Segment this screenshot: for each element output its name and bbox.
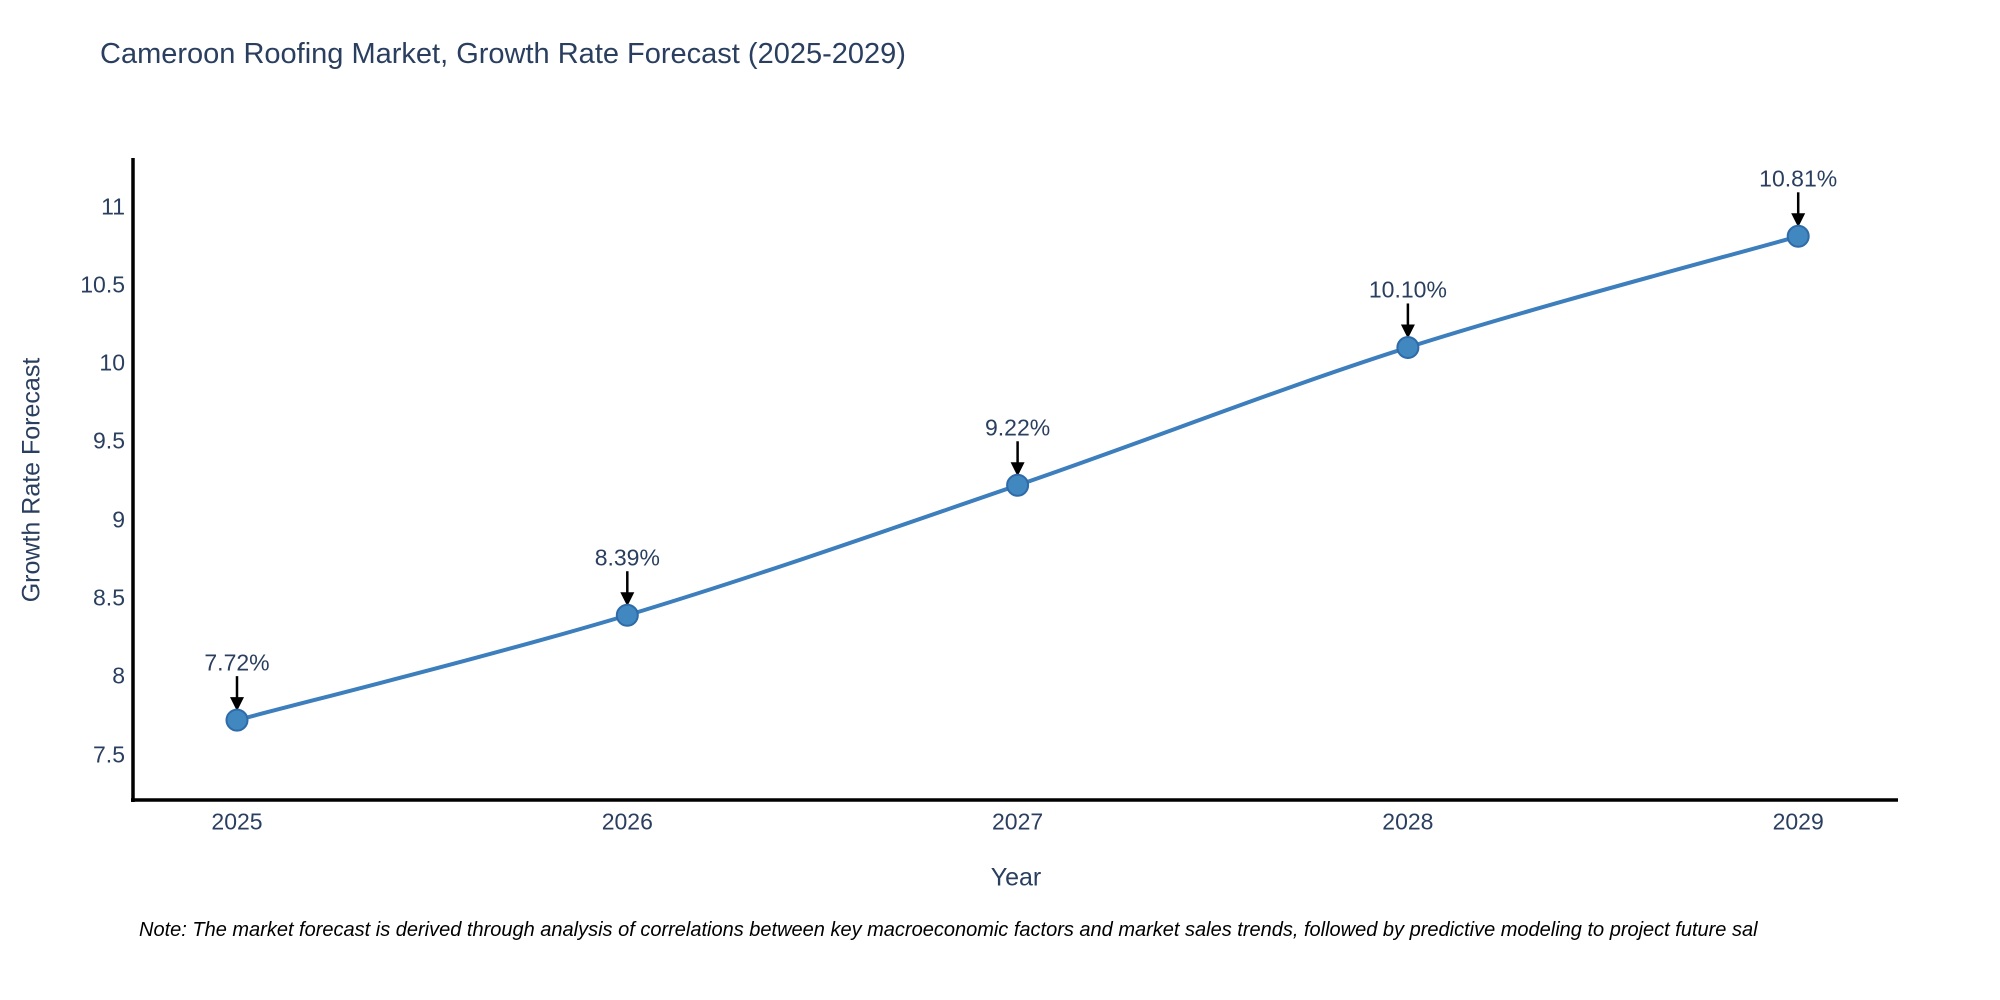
annotation-arrow-head [1400,324,1415,339]
footnote: Note: The market forecast is derived thr… [139,919,1758,941]
y-tick-label: 8.5 [93,584,125,611]
data-point-marker[interactable] [225,708,249,732]
point-annotation: 10.10% [1368,276,1447,303]
point-annotation: 9.22% [984,414,1051,441]
y-tick-label: 9 [112,506,125,533]
annotation-arrow-head [620,592,635,607]
data-point-marker[interactable] [1006,473,1030,497]
x-tick-label: 2027 [992,808,1044,835]
point-annotation: 8.39% [594,544,660,571]
annotation-arrow-head [230,697,244,712]
annotation-arrow-head [1791,213,1806,228]
chart-title: Cameroon Roofing Market, Growth Rate For… [100,38,906,70]
y-tick-label: 11 [101,193,125,220]
y-tick-label: 8 [112,662,125,689]
x-tick-label: 2028 [1382,808,1434,835]
y-tick-label: 10 [99,349,125,376]
point-annotation: 7.72% [204,649,270,676]
y-tick-label: 10.5 [80,271,125,298]
point-annotation: 10.81% [1759,165,1838,192]
data-point-marker[interactable] [615,603,639,627]
data-point-marker[interactable] [1396,335,1420,359]
x-axis-title: Year [990,863,1042,892]
x-tick-label: 2025 [211,808,263,835]
x-tick-label: 2026 [601,808,653,835]
y-tick-label: 9.5 [93,427,125,454]
y-tick-label: 7.5 [93,741,125,768]
x-tick-label: 2029 [1772,808,1824,835]
data-point-marker[interactable] [1786,224,1810,248]
annotation-arrow-head [1010,462,1025,477]
